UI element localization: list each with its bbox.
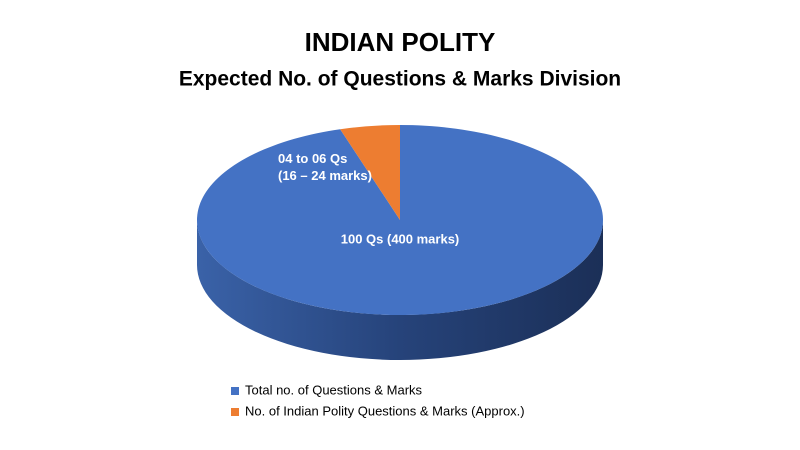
value-label: 100 Qs (400 marks): [341, 231, 460, 246]
value-label: 04 to 06 Qs (16 – 24 marks): [278, 151, 372, 183]
legend-label: Total no. of Questions & Marks: [245, 382, 423, 397]
pie-side: [197, 220, 603, 360]
legend-swatch: [231, 387, 239, 395]
chart-subtitle: Expected No. of Questions & Marks Divisi…: [179, 68, 621, 91]
legend-label: No. of Indian Polity Questions & Marks (…: [245, 403, 525, 418]
pie-slice: [340, 125, 400, 220]
legend-swatch: [231, 408, 239, 416]
pie-slice: [196, 125, 604, 316]
chart-title: INDIAN POLITY: [305, 27, 496, 57]
